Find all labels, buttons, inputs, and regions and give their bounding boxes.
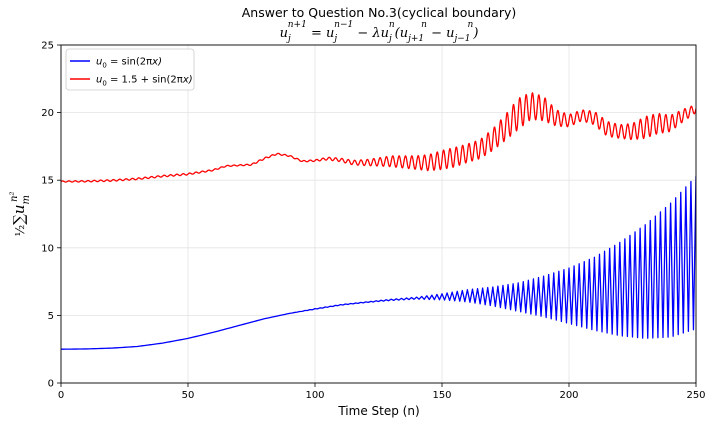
x-tick-label: 150 (432, 390, 451, 401)
legend: u0 = sin(2πx) u0 = 1.5 + sin(2πx) (65, 48, 195, 91)
y-tick-label: 5 (48, 311, 54, 322)
x-tick-label: 0 (58, 390, 64, 401)
legend-entry-u0-offset-sin: u0 = 1.5 + sin(2πx) (70, 75, 193, 88)
x-tick-label: 200 (559, 390, 578, 401)
y-axis-label-text: ½∑umn² (9, 192, 32, 237)
x-axis-label: Time Step (n) (337, 404, 419, 418)
y-tick-label: 20 (41, 108, 54, 119)
x-axis: 0 50 100 150 200 250 (58, 383, 706, 401)
y-tick-label: 15 (41, 176, 54, 187)
y-tick-label: 0 (48, 379, 54, 390)
x-tick-label: 250 (686, 390, 705, 401)
plot-frame (60, 44, 697, 384)
y-axis: 0 5 10 15 20 25 (41, 41, 61, 390)
grid (60, 44, 697, 384)
chart-title: Answer to Question No.3(cyclical boundar… (242, 5, 517, 20)
series-line-u0-sin (61, 176, 696, 350)
legend-entry-u0-sin: u0 = sin(2πx) (70, 57, 162, 70)
series-line-u0-offset-sin (61, 92, 696, 183)
legend-label: u0 = 1.5 + sin(2πx) (96, 75, 193, 88)
y-tick-label: 10 (41, 243, 54, 254)
plot-area (61, 92, 696, 350)
x-tick-label: 100 (305, 390, 324, 401)
legend-box (65, 48, 195, 91)
legend-label: u0 = sin(2πx) (96, 57, 162, 70)
y-axis-label: ½∑umn² (9, 192, 32, 237)
x-tick-label: 50 (182, 390, 195, 401)
y-tick-label: 25 (41, 41, 54, 52)
subtitle-formula: ujn+1 = ujn−1 − λujn(uj+1n − uj−1n) (280, 20, 479, 44)
chart-subtitle: ujn+1 = ujn−1 − λujn(uj+1n − uj−1n) (280, 20, 479, 44)
